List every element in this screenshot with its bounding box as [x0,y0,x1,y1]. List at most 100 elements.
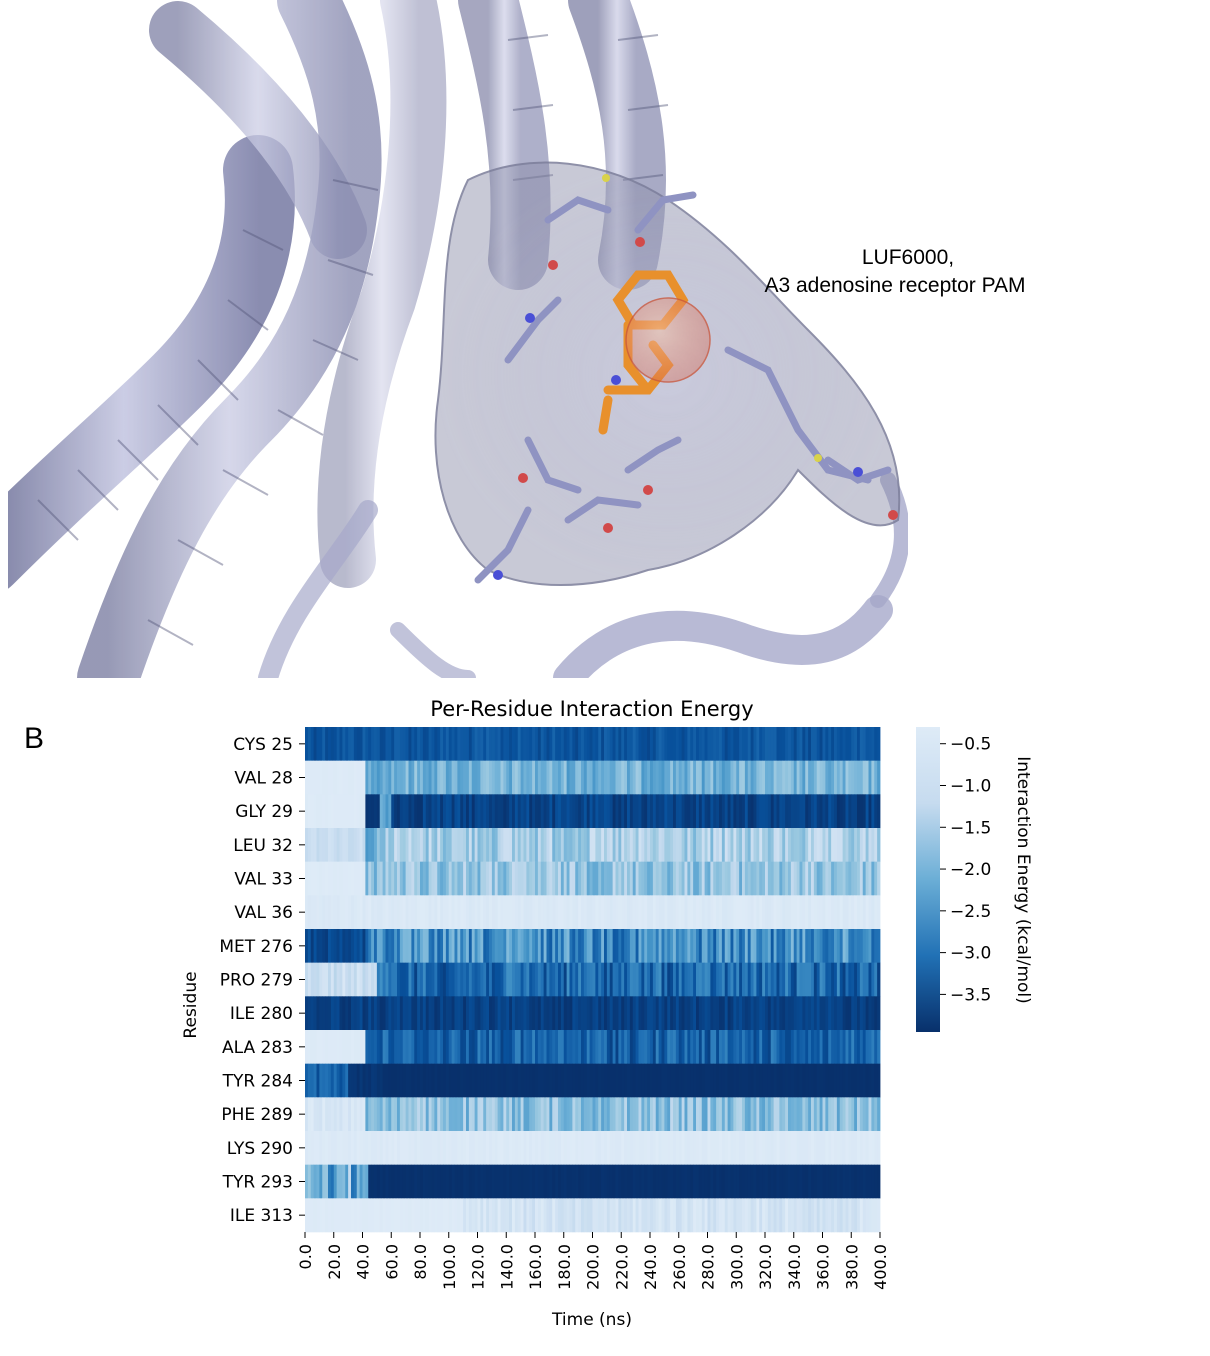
heatmap-cell [661,794,665,829]
heatmap-cell [609,1097,614,1132]
heatmap-cell [589,1198,593,1233]
heatmap-cell [532,1164,536,1199]
heatmap-cell [325,962,329,997]
heatmap-cell [609,760,614,795]
heatmap-cell [828,760,832,795]
heatmap-cell [388,996,392,1031]
heatmap-cell [457,996,461,1031]
heatmap-cell [483,1030,487,1064]
heatmap-cell [448,794,453,829]
heatmap-cell [480,1097,484,1132]
heatmap-cell [494,996,499,1031]
heatmap-cell [339,1030,343,1064]
heatmap-cell [595,794,599,829]
heatmap-cell [667,760,671,795]
heatmap-cell [388,861,392,896]
heatmap-cell [405,996,409,1031]
heatmap-cell [756,794,760,829]
heatmap-cell [624,760,628,795]
heatmap-cell [578,895,582,930]
heatmap-cell [627,1198,631,1233]
heatmap-cell [359,760,363,795]
heatmap-cell [871,1164,875,1199]
heatmap-cell [514,1063,519,1098]
heatmap-cell [457,1198,461,1233]
heatmap-cell [632,962,637,997]
heatmap-cell [348,1063,352,1098]
heatmap-cell [537,1164,542,1199]
heatmap-cell [862,794,867,829]
heatmap-cell [615,1131,619,1165]
heatmap-cell [684,727,688,761]
heatmap-cell [877,760,881,795]
heatmap-cell [325,996,329,1031]
heatmap-cell [776,962,780,997]
heatmap-cell [744,1030,749,1064]
heatmap-cell [575,962,579,997]
heatmap-cell [532,1030,536,1064]
heatmap-cell [322,1030,326,1064]
heatmap-cell [862,760,867,795]
heatmap-cell [647,794,651,829]
heatmap-cell [422,929,427,963]
heatmap-cell [463,1198,467,1233]
heatmap-cell [411,1030,415,1064]
heatmap-cell [477,1030,481,1064]
heatmap-cell [494,1164,499,1199]
heatmap-cell [307,727,312,761]
heatmap-cell [704,1198,708,1233]
heatmap-cell [581,962,585,997]
heatmap-cell [707,895,711,930]
heatmap-cell [529,861,533,896]
heatmap-cell [874,1131,878,1165]
heatmap-cell [356,828,361,862]
heatmap-cell [670,929,674,963]
heatmap-cell [443,895,447,930]
heatmap-cell [710,1131,714,1165]
heatmap-cell [494,929,499,963]
heatmap-cell [428,1030,432,1064]
heatmap-cell [339,794,343,829]
heatmap-cell [575,1030,579,1064]
heatmap-cell [819,861,823,896]
heatmap-cell [563,1097,568,1132]
heatmap-cell [862,1063,867,1098]
heatmap-cell [736,727,740,761]
heatmap-cell [716,1164,720,1199]
heatmap-cell [767,794,772,829]
heatmap-cell [811,962,815,997]
heatmap-cell [483,1063,487,1098]
heatmap-cell [744,996,749,1031]
x-tick-label: 200.0 [584,1244,603,1290]
heatmap-cell [739,794,743,829]
heatmap-cell [871,1131,875,1165]
heatmap-cell [351,794,355,829]
heatmap-cell [379,1131,384,1165]
heatmap-cell [719,760,723,795]
heatmap-cell [319,1198,323,1233]
heatmap-cell [394,727,398,761]
heatmap-cell [451,996,455,1031]
heatmap-cell [604,760,608,795]
heatmap-cell [612,1131,616,1165]
heatmap-cell [716,861,720,896]
heatmap-cell [471,962,476,997]
heatmap-cell [779,1063,783,1098]
heatmap-cell [690,1164,694,1199]
heatmap-cell [497,794,501,829]
heatmap-cell [719,1030,723,1064]
heatmap-cell [698,1063,703,1098]
heatmap-cell [543,1030,547,1064]
heatmap-cell [566,1063,570,1098]
heatmap-cell [457,861,461,896]
heatmap-cell [537,929,542,963]
heatmap-cell [716,996,720,1031]
heatmap-cell [854,929,858,963]
heatmap-cell [834,962,838,997]
heatmap-cell [408,1030,412,1064]
heatmap-cell [535,1131,539,1165]
heatmap-cell [862,1164,867,1199]
heatmap-cell [371,929,375,963]
heatmap-cell [345,861,349,896]
